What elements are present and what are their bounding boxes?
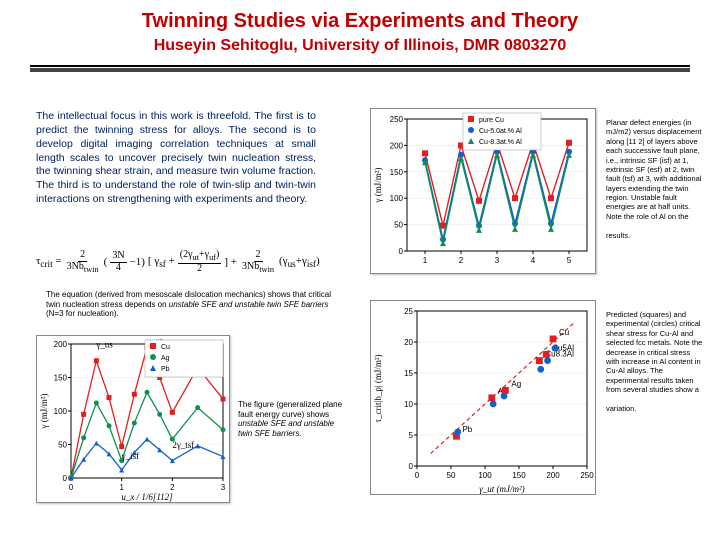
svg-text:Pb: Pb — [161, 366, 170, 373]
svg-text:100: 100 — [478, 471, 492, 480]
intro-paragraph: The intellectual focus in this work is t… — [36, 110, 316, 207]
svg-text:50: 50 — [447, 471, 456, 480]
svg-text:150: 150 — [390, 168, 404, 177]
svg-text:0: 0 — [399, 247, 404, 256]
svg-text:1: 1 — [119, 483, 124, 492]
equation-caption: The equation (derived from mesoscale dis… — [46, 290, 336, 319]
svg-text:150: 150 — [54, 374, 68, 383]
svg-text:10: 10 — [404, 400, 413, 409]
svg-text:τ_crit|b_p| (mJ/m²): τ_crit|b_p| (mJ/m²) — [373, 354, 383, 422]
chart-gpfe: 0501001502000123γ_usγ_utγ_isf2γ_tsfCuAgP… — [36, 335, 230, 503]
svg-text:0: 0 — [409, 462, 414, 471]
svg-text:Cu-8.3at.% Al: Cu-8.3at.% Al — [479, 139, 522, 146]
svg-text:50: 50 — [58, 441, 67, 450]
svg-text:3: 3 — [221, 483, 226, 492]
svg-text:γ (mJ/m²): γ (mJ/m²) — [39, 394, 49, 430]
svg-text:25: 25 — [404, 307, 413, 316]
svg-text:γ_ut (mJ/m²): γ_ut (mJ/m²) — [479, 484, 524, 494]
svg-text:50: 50 — [394, 221, 403, 230]
equation: τcrit = 23Nbtwin (3N4−1) [ γsf + (2γut+γ… — [36, 250, 336, 274]
svg-text:γ_isf: γ_isf — [121, 451, 139, 461]
svg-text:Cu-5.0at.% Al: Cu-5.0at.% Al — [479, 128, 522, 135]
note-critical-stress: Predicted (squares) and experimental (ci… — [606, 310, 704, 413]
svg-text:2: 2 — [170, 483, 175, 492]
page-subtitle: Huseyin Sehitoglu, University of Illinoi… — [20, 37, 700, 55]
svg-text:0: 0 — [415, 471, 420, 480]
svg-text:250: 250 — [390, 115, 404, 124]
note-defect-energy: Planar defect energies (in mJ/m2) versus… — [606, 118, 704, 240]
svg-text:150: 150 — [512, 471, 526, 480]
chart-defect-energy: 0 50 100 150 200 250 1 2 3 4 5 pure Cu Cu-5.0at.% Al… — [370, 108, 596, 274]
svg-text:Cu: Cu — [559, 328, 569, 337]
svg-text:200: 200 — [54, 340, 68, 349]
svg-text:2: 2 — [459, 256, 464, 265]
svg-text:1: 1 — [423, 256, 428, 265]
svg-text:pure Cu: pure Cu — [479, 117, 504, 124]
divider — [30, 65, 690, 72]
caption-gpfe: The figure (generalized plane fault ener… — [238, 400, 348, 438]
chart-critical-stress: 0510152025050100150200250PbAuAgCu8.3AlCu… — [370, 300, 596, 495]
svg-text:3: 3 — [495, 256, 500, 265]
svg-text:γ (mJ/m²): γ (mJ/m²) — [373, 168, 383, 204]
svg-text:2γ_tsf: 2γ_tsf — [172, 440, 194, 450]
svg-text:200: 200 — [546, 471, 560, 480]
svg-text:200: 200 — [390, 141, 404, 150]
page-title: Twinning Studies via Experiments and The… — [20, 10, 700, 33]
svg-text:0: 0 — [63, 474, 68, 483]
svg-text:100: 100 — [390, 194, 404, 203]
svg-text:100: 100 — [54, 407, 68, 416]
svg-text:15: 15 — [404, 369, 413, 378]
svg-text:0: 0 — [69, 483, 74, 492]
svg-text:5: 5 — [567, 256, 572, 265]
header: Twinning Studies via Experiments and The… — [0, 0, 720, 61]
svg-text:4: 4 — [531, 256, 536, 265]
svg-text:20: 20 — [404, 338, 413, 347]
svg-text:Cu: Cu — [161, 344, 170, 351]
svg-text:Pb: Pb — [462, 425, 472, 434]
svg-text:250: 250 — [580, 471, 594, 480]
svg-text:u_x / 1/6[112]: u_x / 1/6[112] — [121, 492, 173, 502]
svg-text:5: 5 — [409, 431, 414, 440]
svg-text:Ag: Ag — [161, 355, 170, 362]
svg-text:Ag: Ag — [511, 379, 521, 388]
svg-text:γ_us: γ_us — [95, 339, 113, 349]
